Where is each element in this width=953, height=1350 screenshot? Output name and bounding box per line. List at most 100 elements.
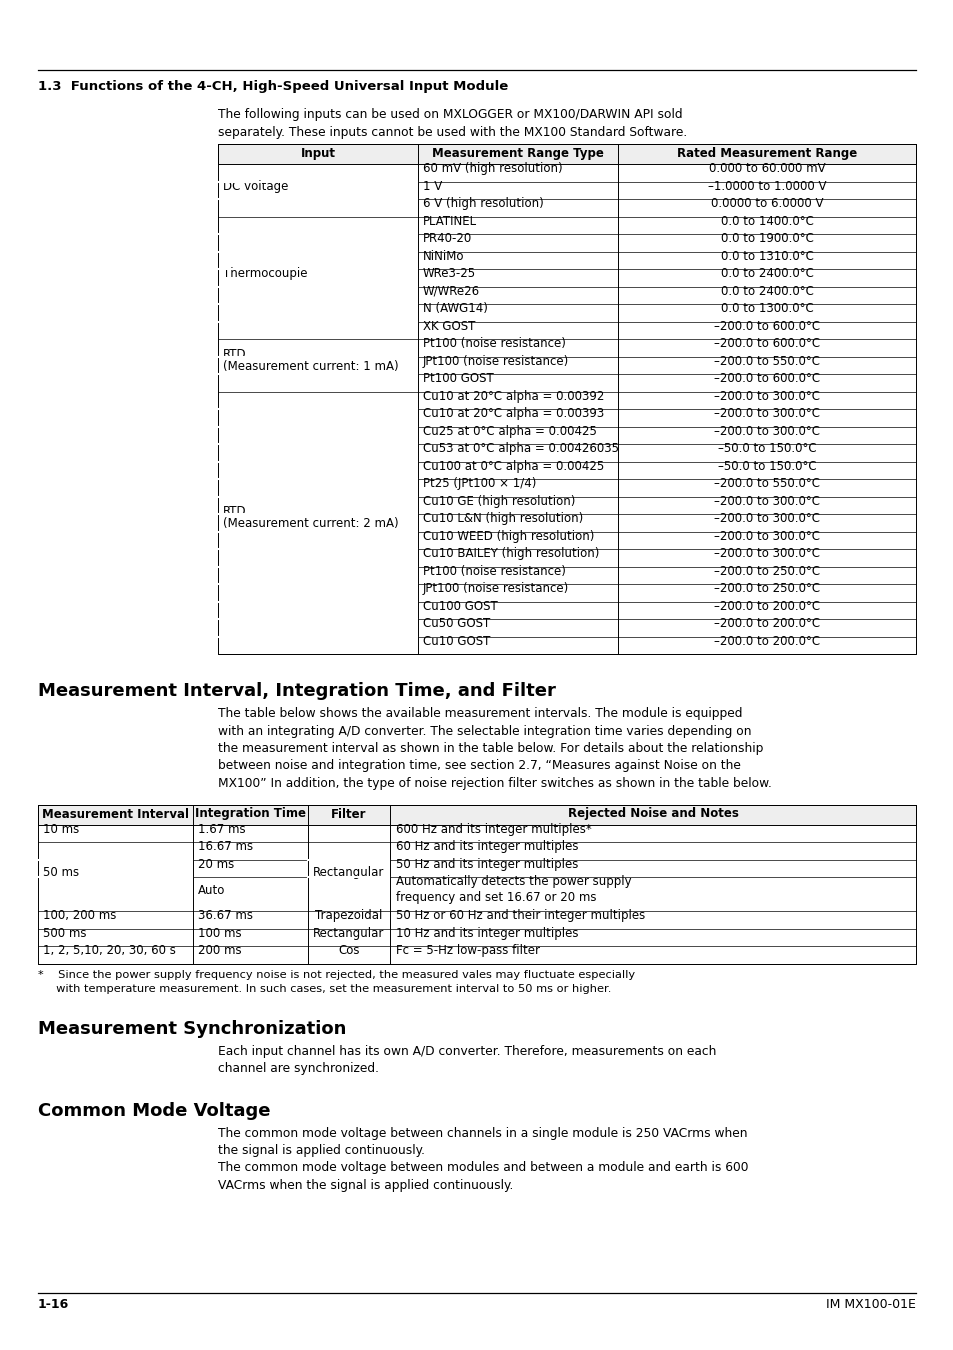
Text: 0.0000 to 6.0000 V: 0.0000 to 6.0000 V (710, 197, 822, 211)
Text: Integration Time: Integration Time (194, 807, 306, 821)
Bar (38, 805, 915, 964)
Text: –200.0 to 600.0°C: –200.0 to 600.0°C (713, 338, 820, 350)
Text: –200.0 to 300.0°C: –200.0 to 300.0°C (713, 512, 820, 525)
Text: N (AWG14): N (AWG14) (422, 302, 487, 316)
Text: 10 Hz and its integer multiples: 10 Hz and its integer multiples (395, 926, 578, 940)
Text: Filter: Filter (331, 807, 366, 821)
Text: (Measurement current: 2 mA): (Measurement current: 2 mA) (223, 517, 398, 531)
Text: Each input channel has its own A/D converter. Therefore, measurements on each: Each input channel has its own A/D conve… (218, 1045, 716, 1057)
Text: between noise and integration time, see section 2.7, “Measures against Noise on : between noise and integration time, see … (218, 760, 740, 772)
Text: Fc = 5-Hz low-pass filter: Fc = 5-Hz low-pass filter (395, 944, 539, 957)
Text: Rectangular: Rectangular (313, 865, 384, 879)
Text: 600 Hz and its integer multiples*: 600 Hz and its integer multiples* (395, 822, 591, 836)
Text: Rejected Noise and Notes: Rejected Noise and Notes (567, 807, 738, 821)
Text: 0.000 to 60.000 mV: 0.000 to 60.000 mV (708, 162, 824, 176)
Text: Cos: Cos (338, 944, 359, 957)
Text: –200.0 to 300.0°C: –200.0 to 300.0°C (713, 408, 820, 420)
Text: 60 Hz and its integer multiples: 60 Hz and its integer multiples (395, 840, 578, 853)
Text: The common mode voltage between modules and between a module and earth is 600: The common mode voltage between modules … (218, 1161, 748, 1174)
Text: Rated Measurement Range: Rated Measurement Range (677, 147, 856, 161)
Text: 500 ms: 500 ms (43, 926, 87, 940)
Text: –200.0 to 200.0°C: –200.0 to 200.0°C (713, 634, 820, 648)
Text: Trapezoidal: Trapezoidal (315, 910, 382, 922)
Text: The following inputs can be used on MXLOGGER or MX100/DARWIN API sold: The following inputs can be used on MXLO… (218, 108, 682, 122)
Text: 200 ms: 200 ms (198, 944, 241, 957)
Text: MX100” In addition, the type of noise rejection filter switches as shown in the : MX100” In addition, the type of noise re… (218, 778, 771, 790)
Text: –200.0 to 600.0°C: –200.0 to 600.0°C (713, 373, 820, 385)
Text: 100 ms: 100 ms (198, 926, 241, 940)
Bar (218, 144, 915, 163)
Text: Cu10 GE (high resolution): Cu10 GE (high resolution) (422, 494, 575, 508)
Text: 1-16: 1-16 (38, 1297, 70, 1311)
Text: 100, 200 ms: 100, 200 ms (43, 910, 116, 922)
Text: 0.0 to 1300.0°C: 0.0 to 1300.0°C (720, 302, 813, 316)
Text: –200.0 to 200.0°C: –200.0 to 200.0°C (713, 617, 820, 630)
Text: 0.0 to 1900.0°C: 0.0 to 1900.0°C (720, 232, 813, 246)
Text: Cu10 WEED (high resolution): Cu10 WEED (high resolution) (422, 529, 594, 543)
Text: 50 Hz and its integer multiples: 50 Hz and its integer multiples (395, 857, 578, 871)
Text: NiNiMo: NiNiMo (422, 250, 464, 263)
Text: W/WRe26: W/WRe26 (422, 285, 479, 298)
Text: –200.0 to 300.0°C: –200.0 to 300.0°C (713, 529, 820, 543)
Text: RTD: RTD (223, 348, 247, 360)
Text: 0.0 to 1400.0°C: 0.0 to 1400.0°C (720, 215, 813, 228)
Text: Thermocouple: Thermocouple (223, 267, 307, 281)
Text: –200.0 to 300.0°C: –200.0 to 300.0°C (713, 547, 820, 560)
Text: The common mode voltage between channels in a single module is 250 VACrms when: The common mode voltage between channels… (218, 1126, 747, 1139)
Text: Cu10 at 20°C alpha = 0.00392: Cu10 at 20°C alpha = 0.00392 (422, 390, 604, 402)
Text: 0.0 to 2400.0°C: 0.0 to 2400.0°C (720, 285, 813, 298)
Text: Measurement Interval, Integration Time, and Filter: Measurement Interval, Integration Time, … (38, 682, 556, 701)
Text: 0.0 to 1310.0°C: 0.0 to 1310.0°C (720, 250, 813, 263)
Text: DC voltage: DC voltage (223, 180, 288, 193)
Text: –200.0 to 600.0°C: –200.0 to 600.0°C (713, 320, 820, 332)
Text: Cu10 at 20°C alpha = 0.00393: Cu10 at 20°C alpha = 0.00393 (422, 408, 603, 420)
Text: XK GOST: XK GOST (422, 320, 475, 332)
Text: Cu50 GOST: Cu50 GOST (422, 617, 490, 630)
Text: 1.67 ms: 1.67 ms (198, 822, 245, 836)
Text: Measurement Interval: Measurement Interval (42, 807, 189, 821)
Text: –200.0 to 550.0°C: –200.0 to 550.0°C (713, 478, 820, 490)
Text: PR40-20: PR40-20 (422, 232, 472, 246)
Text: the measurement interval as shown in the table below. For details about the rela: the measurement interval as shown in the… (218, 743, 762, 755)
Text: –200.0 to 300.0°C: –200.0 to 300.0°C (713, 425, 820, 437)
Text: Pt100 GOST: Pt100 GOST (422, 373, 494, 385)
Text: IM MX100-01E: IM MX100-01E (825, 1297, 915, 1311)
Text: –50.0 to 150.0°C: –50.0 to 150.0°C (717, 443, 816, 455)
Text: 16.67 ms: 16.67 ms (198, 840, 253, 853)
Text: Measurement Range Type: Measurement Range Type (432, 147, 603, 161)
Text: Cu10 BAILEY (high resolution): Cu10 BAILEY (high resolution) (422, 547, 598, 560)
Text: 1.3  Functions of the 4-CH, High-Speed Universal Input Module: 1.3 Functions of the 4-CH, High-Speed Un… (38, 80, 508, 93)
Text: 20 ms: 20 ms (198, 857, 234, 871)
Bar (38, 805, 915, 825)
Text: *    Since the power supply frequency noise is not rejected, the measured vales : * Since the power supply frequency noise… (38, 969, 635, 980)
Text: Auto: Auto (198, 883, 225, 896)
Text: Pt100 (noise resistance): Pt100 (noise resistance) (422, 564, 565, 578)
Text: frequency and set 16.67 or 20 ms: frequency and set 16.67 or 20 ms (395, 891, 596, 903)
Text: 1 V: 1 V (422, 180, 442, 193)
Text: separately. These inputs cannot be used with the MX100 Standard Software.: separately. These inputs cannot be used … (218, 126, 686, 139)
Text: –50.0 to 150.0°C: –50.0 to 150.0°C (717, 460, 816, 472)
Text: Cu100 at 0°C alpha = 0.00425: Cu100 at 0°C alpha = 0.00425 (422, 460, 603, 472)
Text: –1.0000 to 1.0000 V: –1.0000 to 1.0000 V (707, 180, 825, 193)
Bar (218, 144, 915, 653)
Text: Pt100 (noise resistance): Pt100 (noise resistance) (422, 338, 565, 350)
Text: Cu53 at 0°C alpha = 0.00426035: Cu53 at 0°C alpha = 0.00426035 (422, 443, 618, 455)
Text: Input: Input (300, 147, 335, 161)
Text: Pt25 (JPt100 × 1/4): Pt25 (JPt100 × 1/4) (422, 478, 536, 490)
Text: Cu25 at 0°C alpha = 0.00425: Cu25 at 0°C alpha = 0.00425 (422, 425, 597, 437)
Text: –200.0 to 250.0°C: –200.0 to 250.0°C (713, 564, 820, 578)
Text: JPt100 (noise resistance): JPt100 (noise resistance) (422, 355, 569, 367)
Text: The table below shows the available measurement intervals. The module is equippe: The table below shows the available meas… (218, 707, 741, 720)
Text: with an integrating A/D converter. The selectable integration time varies depend: with an integrating A/D converter. The s… (218, 725, 751, 737)
Text: RTD: RTD (223, 505, 247, 518)
Text: 50 Hz or 60 Hz and their integer multiples: 50 Hz or 60 Hz and their integer multipl… (395, 910, 644, 922)
Text: 60 mV (high resolution): 60 mV (high resolution) (422, 162, 562, 176)
Text: Common Mode Voltage: Common Mode Voltage (38, 1102, 271, 1119)
Text: 10 ms: 10 ms (43, 822, 79, 836)
Text: Automatically detects the power supply: Automatically detects the power supply (395, 876, 631, 888)
Text: –200.0 to 300.0°C: –200.0 to 300.0°C (713, 494, 820, 508)
Text: VACrms when the signal is applied continuously.: VACrms when the signal is applied contin… (218, 1179, 513, 1192)
Text: –200.0 to 300.0°C: –200.0 to 300.0°C (713, 390, 820, 402)
Text: channel are synchronized.: channel are synchronized. (218, 1062, 378, 1075)
Text: 1, 2, 5,10, 20, 30, 60 s: 1, 2, 5,10, 20, 30, 60 s (43, 944, 175, 957)
